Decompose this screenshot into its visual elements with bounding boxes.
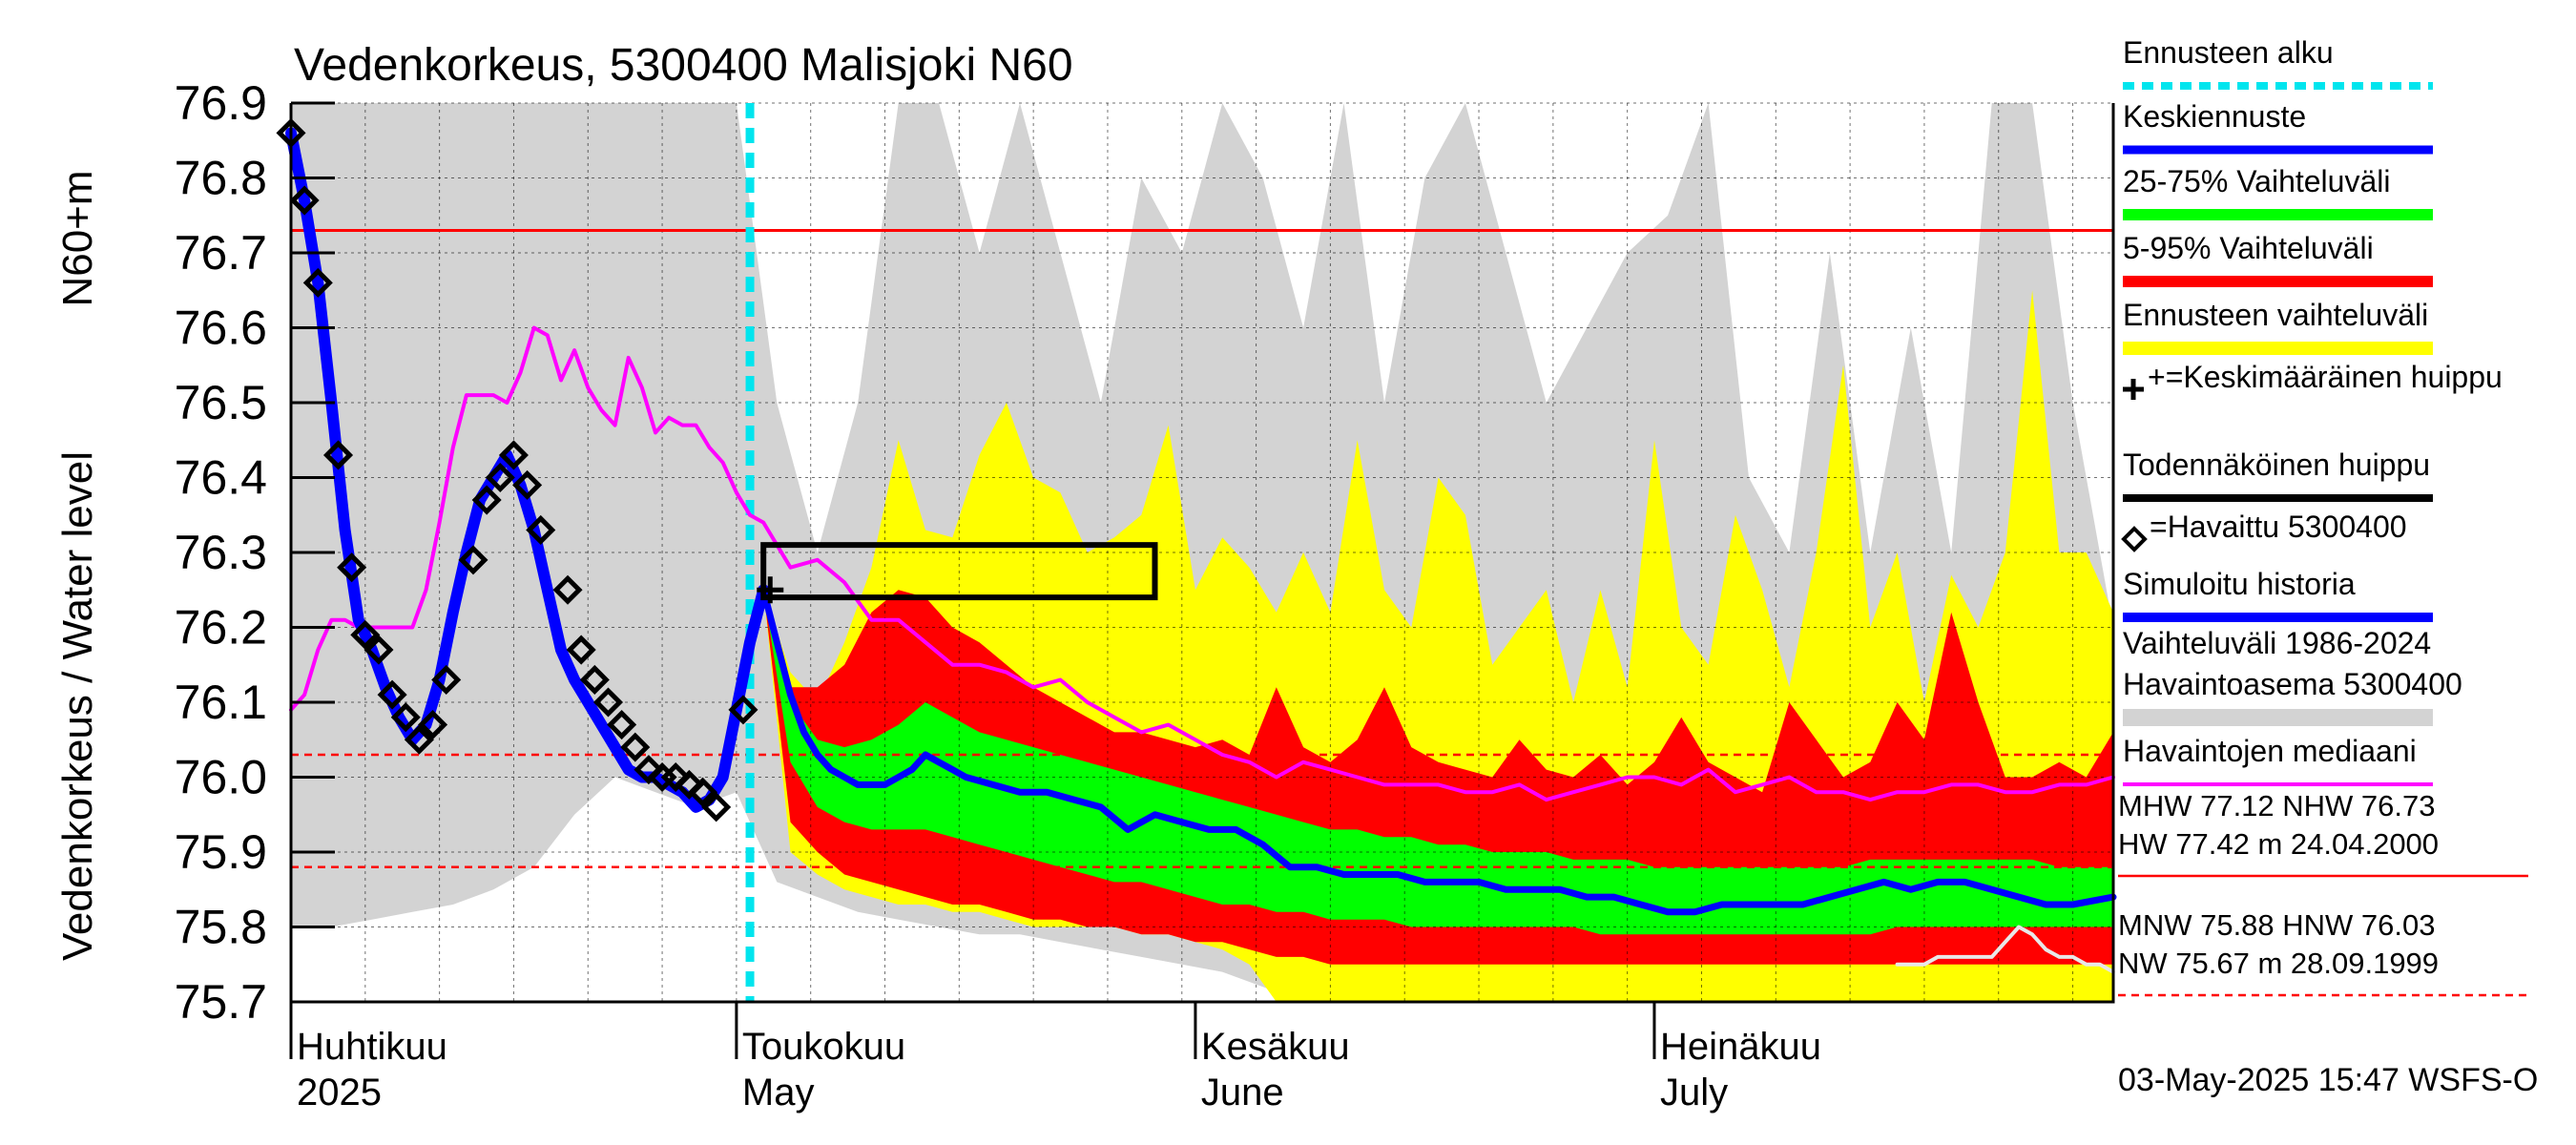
observed-point — [302, 267, 333, 298]
observed-point — [364, 635, 394, 665]
legend: Ennusteen alku Keskiennuste 25-75% Vaihtel… — [2121, 35, 2503, 786]
mean-peak-marker — [757, 576, 784, 604]
stats-line-4: NW 75.67 m 28.09.1999 — [2118, 947, 2439, 980]
y-tick-label: 75.8 — [175, 901, 267, 954]
month-label-fi: Toukokuu — [742, 1026, 905, 1068]
legend-label: =Havaittu 5300400 — [2150, 510, 2407, 544]
legend-label: +=Keskimääräinen huippu — [2148, 360, 2503, 394]
y-tick-label: 76.7 — [175, 226, 267, 280]
legend-label: Havaintoasema 5300400 — [2123, 667, 2462, 701]
forecast-median-line — [759, 586, 2117, 916]
y-tick-label: 76.9 — [175, 76, 267, 130]
y-tick-label: 76.1 — [175, 676, 267, 729]
observed-point — [687, 777, 718, 807]
observed-point — [634, 755, 664, 785]
p25-75-band — [763, 590, 2114, 935]
observed-point — [728, 695, 758, 725]
observed-point — [701, 792, 732, 822]
observed-point — [322, 440, 354, 470]
stats-line-3: MNW 75.88 HNW 76.03 — [2118, 908, 2436, 942]
y-tick-label: 76.5 — [175, 376, 267, 429]
observed-point — [377, 679, 407, 710]
stats-line-1: MHW 77.12 NHW 76.73 — [2118, 789, 2436, 822]
history-low-line — [1895, 925, 2115, 974]
legend-label: Ennusteen vaihteluväli — [2123, 298, 2428, 332]
legend-label: 25-75% Vaihteluväli — [2123, 164, 2390, 198]
y-tick-label: 76.3 — [175, 526, 267, 579]
legend-plus-icon — [2123, 379, 2144, 400]
probable-peak-box — [760, 542, 1158, 601]
observed-point — [418, 710, 448, 740]
observed-point — [485, 462, 515, 493]
axes-layer: 75.7 75.8 75.9 76.0 76.1 76.2 76.3 76.4 76.5 76.6… — [175, 76, 2115, 1114]
legend-label: 5-95% Vaihteluväli — [2123, 231, 2374, 265]
month-label-en: June — [1201, 1072, 1284, 1114]
chart-title: Vedenkorkeus, 5300400 Malisjoki N60 — [294, 40, 1073, 91]
observed-point — [431, 664, 462, 695]
y-tick-label: 76.2 — [175, 601, 267, 655]
observed-median-line — [289, 325, 2115, 802]
legend-label: Todennäköinen huippu — [2123, 448, 2430, 482]
observed-point — [289, 185, 320, 216]
month-label-fi: Huhtikuu — [297, 1026, 447, 1068]
observed-point — [526, 514, 556, 545]
legend-label: Simuloitu historia — [2123, 567, 2356, 601]
month-label-fi: Kesäkuu — [1201, 1026, 1350, 1068]
legend-label: Havaintojen mediaani — [2123, 734, 2417, 768]
stats-line-2: HW 77.42 m 24.04.2000 — [2118, 827, 2439, 861]
month-label-en: May — [742, 1072, 815, 1114]
month-label-en: July — [1660, 1072, 1728, 1114]
observed-point — [498, 440, 529, 470]
observed-point — [674, 769, 704, 800]
y-axis-unit-label: N60+m — [54, 170, 101, 306]
month-label-fi: Heinäkuu — [1660, 1026, 1821, 1068]
month-label-en: 2025 — [297, 1072, 382, 1114]
legend-diamond-icon — [2121, 526, 2148, 552]
observed-point — [607, 710, 637, 740]
grid-layer — [290, 102, 2113, 1003]
observed-point — [337, 552, 367, 583]
observed-point — [552, 574, 583, 605]
y-tick-label: 75.7 — [175, 975, 267, 1029]
y-tick-label: 76.8 — [175, 152, 267, 205]
y-axis-label: Vedenkorkeus / Water level — [54, 451, 101, 961]
observed-point — [660, 761, 691, 793]
reference-lines-layer — [291, 103, 2113, 1002]
observed-point — [620, 732, 651, 762]
observed-point — [471, 485, 502, 515]
timestamp: 03-May-2025 15:47 WSFS-O — [2118, 1062, 2538, 1098]
legend-label: Ennusteen alku — [2123, 35, 2334, 70]
y-tick-label: 76.0 — [175, 751, 267, 804]
observed-point — [566, 635, 596, 665]
observed-point — [350, 619, 381, 650]
y-tick-label: 75.9 — [175, 825, 267, 879]
observed-point — [512, 469, 543, 500]
legend-label: Keskiennuste — [2123, 99, 2306, 134]
observed-point — [579, 664, 610, 695]
legend-label: Vaihteluväli 1986-2024 — [2123, 626, 2431, 660]
markers-layer — [276, 117, 1158, 822]
observed-point — [390, 702, 421, 733]
observed-point — [458, 545, 488, 575]
y-tick-label: 76.6 — [175, 302, 267, 355]
observed-point — [404, 724, 434, 755]
y-tick-label: 76.4 — [175, 451, 267, 505]
observed-point — [592, 687, 624, 718]
